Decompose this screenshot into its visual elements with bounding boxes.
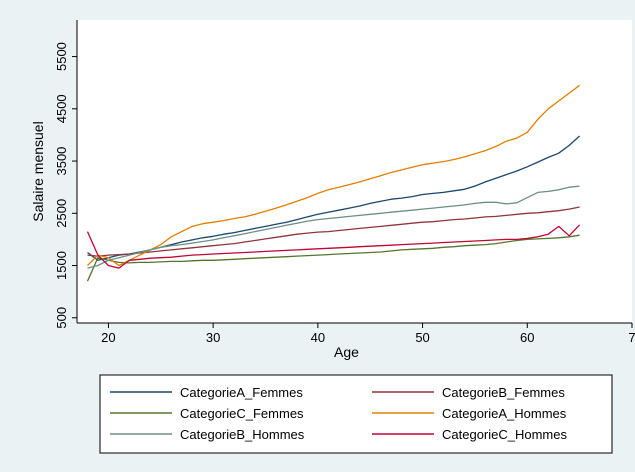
legend: CategorieA_Femmes CategorieB_Femmes Catego…: [99, 374, 613, 454]
x-axis-label: Age: [334, 344, 359, 360]
y-tick-label: 4500: [54, 94, 69, 123]
x-tick-label: 7: [628, 330, 635, 345]
legend-box: [99, 374, 613, 454]
x-tick-label: 20: [101, 330, 115, 345]
y-tick-label: 5500: [54, 42, 69, 71]
y-tick-label: 3500: [54, 147, 69, 176]
plot-area: [77, 20, 632, 323]
y-tick-label: 1500: [54, 251, 69, 280]
x-tick-label: 30: [206, 330, 220, 345]
series-line: [86, 234, 580, 282]
series-line: [87, 84, 580, 267]
x-tick-label: 60: [520, 330, 534, 345]
x-tick-label: 40: [311, 330, 325, 345]
y-tick-label: 2500: [54, 199, 69, 228]
series-line: [87, 185, 580, 269]
x-tick-label: 50: [415, 330, 429, 345]
legend-entry-label: CategorieC_Hommes: [442, 427, 567, 442]
legend-entry-label: CategorieA_Femmes: [180, 385, 303, 400]
y-axis-label: Salaire mensuel: [30, 121, 46, 221]
y-tick-label: 500: [54, 307, 69, 329]
series-lines: [86, 84, 581, 282]
series-line: [87, 206, 580, 257]
series-line: [86, 224, 581, 269]
legend-entry-label: CategorieC_Femmes: [180, 406, 304, 421]
axes: 20 30 40 50 60 7 500 1500 2500 3500 4500 5500: [54, 20, 635, 345]
legend-entry-label: CategorieB_Femmes: [442, 385, 565, 400]
series-line: [87, 135, 581, 261]
legend-entry-label: CategorieB_Hommes: [180, 427, 305, 442]
legend-entry-label: CategorieA_Hommes: [442, 406, 567, 421]
